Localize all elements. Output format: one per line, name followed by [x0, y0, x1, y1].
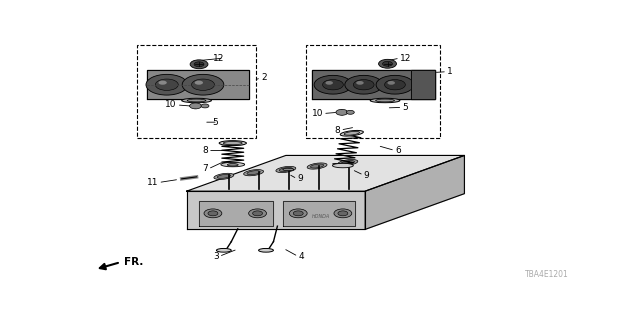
Circle shape	[248, 209, 266, 218]
Polygon shape	[187, 156, 465, 191]
Bar	[137, 44, 256, 138]
Circle shape	[156, 79, 179, 91]
Circle shape	[189, 103, 202, 109]
Circle shape	[379, 59, 396, 68]
Ellipse shape	[244, 170, 264, 176]
Ellipse shape	[338, 159, 358, 166]
Ellipse shape	[223, 141, 242, 145]
Circle shape	[385, 80, 405, 90]
Circle shape	[336, 109, 348, 115]
Text: 4: 4	[298, 252, 304, 261]
Ellipse shape	[182, 98, 211, 103]
Ellipse shape	[340, 131, 364, 136]
Ellipse shape	[217, 174, 230, 178]
Circle shape	[323, 80, 343, 90]
Circle shape	[208, 211, 218, 216]
Text: 8: 8	[335, 125, 340, 135]
Text: TBA4E1201: TBA4E1201	[525, 270, 568, 279]
Circle shape	[182, 74, 224, 95]
Text: 12: 12	[400, 54, 412, 63]
Circle shape	[353, 80, 374, 90]
Text: 8: 8	[202, 146, 208, 155]
Text: 10: 10	[165, 100, 177, 109]
Circle shape	[289, 209, 307, 218]
Text: 3: 3	[213, 252, 219, 261]
Text: HONDA: HONDA	[312, 214, 330, 219]
Polygon shape	[199, 201, 273, 226]
Polygon shape	[365, 156, 465, 229]
Circle shape	[314, 75, 352, 94]
Ellipse shape	[247, 171, 260, 175]
Text: 10: 10	[312, 109, 323, 118]
Circle shape	[293, 211, 303, 216]
Ellipse shape	[283, 168, 294, 171]
Text: 1: 1	[447, 67, 452, 76]
Text: 9: 9	[364, 171, 369, 180]
Circle shape	[190, 60, 208, 69]
Circle shape	[253, 211, 262, 216]
Circle shape	[376, 75, 414, 94]
Ellipse shape	[214, 173, 234, 180]
Circle shape	[191, 79, 214, 91]
Polygon shape	[412, 70, 435, 99]
Ellipse shape	[219, 141, 246, 146]
Text: 11: 11	[147, 178, 158, 187]
Ellipse shape	[227, 164, 238, 166]
Circle shape	[159, 81, 167, 85]
Text: 2: 2	[261, 73, 267, 82]
Polygon shape	[147, 70, 249, 99]
Polygon shape	[312, 70, 435, 99]
Circle shape	[383, 61, 392, 66]
Circle shape	[204, 209, 222, 218]
Ellipse shape	[276, 166, 296, 172]
Ellipse shape	[332, 163, 353, 168]
Circle shape	[201, 104, 209, 108]
Circle shape	[194, 62, 204, 67]
Ellipse shape	[376, 99, 394, 102]
Circle shape	[356, 81, 364, 85]
Text: 5: 5	[212, 118, 218, 127]
Circle shape	[338, 211, 348, 216]
Circle shape	[334, 209, 352, 218]
Ellipse shape	[370, 98, 400, 103]
Text: 7: 7	[202, 164, 208, 173]
Circle shape	[146, 74, 188, 95]
Circle shape	[346, 110, 355, 114]
Polygon shape	[187, 191, 365, 229]
Polygon shape	[284, 201, 355, 226]
Ellipse shape	[307, 163, 327, 169]
Ellipse shape	[344, 132, 360, 135]
Ellipse shape	[279, 167, 292, 172]
Circle shape	[345, 75, 383, 94]
Bar	[306, 44, 440, 138]
Ellipse shape	[259, 248, 273, 252]
Text: 9: 9	[297, 174, 303, 183]
Circle shape	[387, 81, 395, 85]
Ellipse shape	[341, 161, 355, 164]
Text: 6: 6	[395, 146, 401, 155]
Text: FR.: FR.	[124, 257, 143, 267]
Ellipse shape	[187, 99, 206, 102]
Ellipse shape	[216, 248, 231, 252]
Ellipse shape	[310, 164, 324, 168]
Text: 5: 5	[403, 103, 408, 112]
Text: 12: 12	[212, 54, 224, 63]
Ellipse shape	[221, 162, 244, 167]
Circle shape	[325, 81, 333, 85]
Circle shape	[195, 81, 203, 85]
